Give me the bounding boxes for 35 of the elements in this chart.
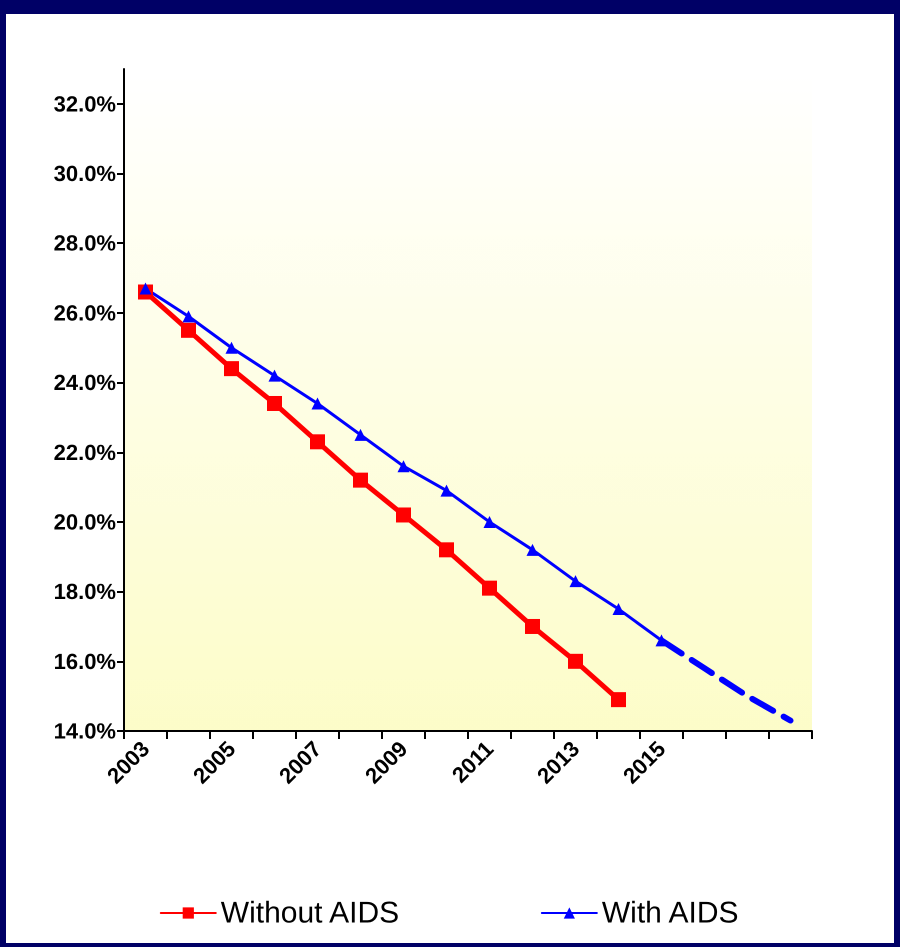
- point: [268, 370, 280, 382]
- point: [570, 575, 582, 588]
- y-tick-label: 22.0%: [54, 440, 116, 465]
- y-tick-label: 28.0%: [54, 230, 116, 256]
- point: [181, 322, 196, 338]
- y-tick-label: 18.0%: [54, 579, 116, 604]
- point: [182, 310, 194, 322]
- point: [224, 361, 239, 376]
- point: [526, 544, 538, 556]
- point: [439, 542, 454, 558]
- y-tick-label: 14.0%: [54, 718, 116, 744]
- point: [310, 434, 325, 450]
- point: [140, 282, 152, 295]
- y-tick-label: 26.0%: [54, 300, 116, 326]
- y-tick-label: 24.0%: [54, 370, 116, 396]
- point: [525, 618, 540, 634]
- point: [226, 342, 238, 354]
- point: [312, 397, 324, 410]
- point: [612, 603, 624, 616]
- legend-label: With AIDS: [602, 896, 739, 930]
- point: [484, 516, 496, 528]
- point: [398, 460, 410, 472]
- point: [396, 507, 411, 522]
- point: [267, 396, 282, 411]
- point: [353, 472, 368, 488]
- point: [611, 692, 626, 708]
- point: [354, 428, 366, 441]
- y-tick-label: 32.0%: [54, 91, 116, 116]
- y-tick-label: 30.0%: [54, 161, 116, 186]
- y-tick-label: 20.0%: [54, 509, 116, 534]
- legend-label: Without AIDS: [220, 896, 400, 930]
- y-tick-label: 16.0%: [54, 648, 116, 674]
- point: [568, 654, 583, 669]
- point: [482, 580, 497, 596]
- point: [440, 484, 452, 497]
